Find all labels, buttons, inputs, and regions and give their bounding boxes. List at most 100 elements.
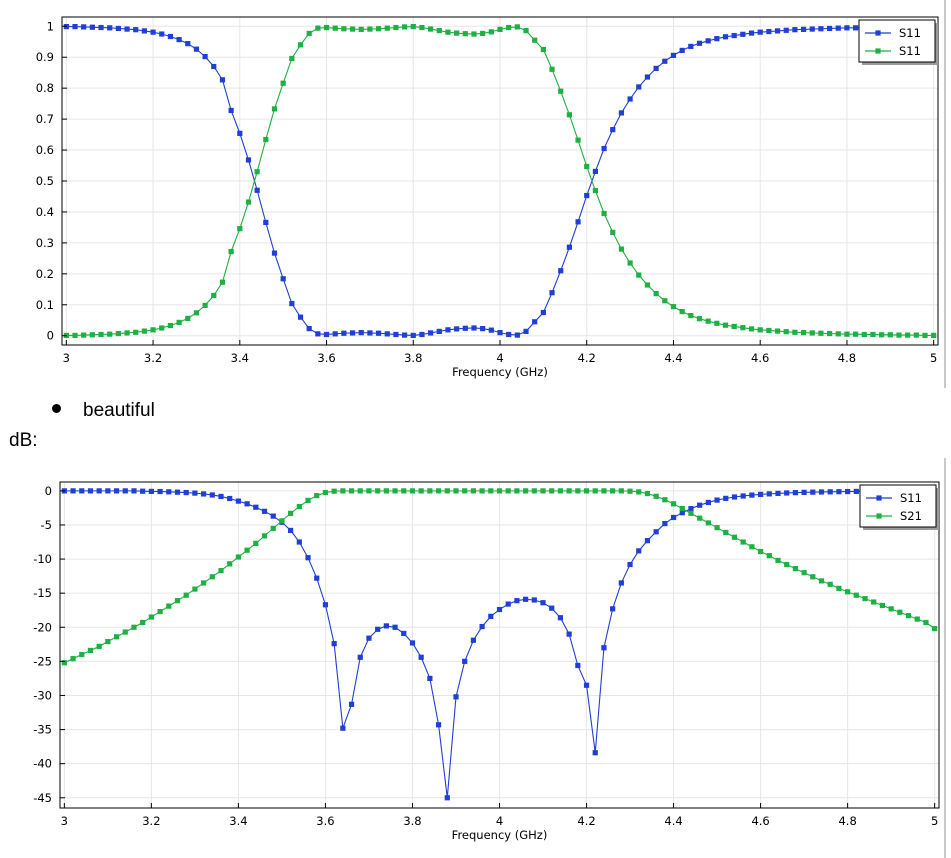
data-point xyxy=(176,36,182,43)
data-point xyxy=(315,25,321,31)
data-point xyxy=(818,26,824,32)
data-point xyxy=(558,268,564,274)
data-point xyxy=(932,626,938,632)
x-tick-label: 3 xyxy=(63,351,70,365)
data-point xyxy=(315,331,321,337)
data-point xyxy=(826,25,833,32)
data-point xyxy=(688,313,694,319)
y-tick-label: 0 xyxy=(47,329,54,343)
x-tick-label: 3 xyxy=(61,814,68,828)
data-point xyxy=(331,488,337,494)
data-point xyxy=(887,332,893,338)
x-tick-label: 3.8 xyxy=(403,814,421,828)
data-point xyxy=(305,555,311,561)
data-point xyxy=(366,488,372,494)
data-point xyxy=(366,635,372,641)
x-tick-label: 3.6 xyxy=(317,351,335,365)
bullet-item: beautiful xyxy=(52,400,155,422)
data-point xyxy=(79,651,85,658)
data-point xyxy=(202,302,208,308)
data-point xyxy=(124,26,130,32)
data-point xyxy=(792,566,798,572)
data-point xyxy=(270,525,276,531)
data-point xyxy=(141,28,147,34)
data-point xyxy=(783,329,789,335)
data-point xyxy=(540,309,546,316)
data-point xyxy=(853,331,859,337)
data-point xyxy=(219,279,226,285)
data-point xyxy=(297,42,304,48)
data-point xyxy=(470,488,476,494)
data-point xyxy=(428,26,434,32)
y-tick-label: -10 xyxy=(33,552,52,566)
data-point xyxy=(401,488,407,494)
data-point xyxy=(749,492,755,498)
data-point xyxy=(905,613,912,619)
data-point xyxy=(218,568,224,574)
data-point xyxy=(514,598,520,604)
data-point xyxy=(219,77,226,83)
data-point xyxy=(584,192,590,199)
data-point xyxy=(157,488,163,495)
y-tick-label: -15 xyxy=(33,586,52,600)
data-point xyxy=(766,28,772,35)
data-point xyxy=(644,282,651,288)
data-point xyxy=(714,497,720,503)
db-scale-chart: 3 3.2 3.4 3.6 3.8 4 4.2 4.4 4.6 4.8 5 0 -5 -10 -15 -20 -… xyxy=(33,481,940,842)
data-point xyxy=(905,332,911,338)
data-point xyxy=(722,34,729,40)
data-point xyxy=(592,488,598,494)
data-point xyxy=(697,515,703,521)
data-point xyxy=(322,602,329,608)
data-point xyxy=(105,638,111,645)
data-point xyxy=(124,330,130,336)
data-point xyxy=(644,538,651,544)
x-tick-label: 4.4 xyxy=(664,814,682,828)
x-tick-label: 5 xyxy=(931,814,938,828)
data-point xyxy=(610,229,616,235)
data-point xyxy=(757,327,763,333)
data-point xyxy=(558,88,564,94)
data-point xyxy=(740,539,746,545)
data-point xyxy=(714,320,720,326)
data-point xyxy=(714,525,720,531)
data-point xyxy=(349,26,356,32)
data-point xyxy=(601,488,607,494)
data-point xyxy=(245,157,252,163)
data-point xyxy=(488,327,494,333)
x-tick-label: 3.6 xyxy=(316,814,334,828)
data-point xyxy=(697,502,703,508)
data-point xyxy=(575,488,581,494)
data-point xyxy=(549,488,555,494)
data-point xyxy=(592,168,599,175)
data-point xyxy=(488,613,494,619)
data-point xyxy=(627,96,633,102)
legend-swatch-marker xyxy=(876,495,882,501)
data-point xyxy=(592,750,598,756)
data-point xyxy=(383,623,389,629)
data-point xyxy=(367,26,373,32)
data-point xyxy=(800,26,807,32)
data-point xyxy=(514,488,520,494)
data-point xyxy=(575,137,581,143)
data-point xyxy=(235,554,242,560)
data-point xyxy=(636,272,642,278)
data-point xyxy=(427,488,433,494)
data-point xyxy=(531,488,537,494)
data-point xyxy=(271,250,278,256)
data-point xyxy=(479,623,485,630)
data-point xyxy=(392,488,398,494)
data-point xyxy=(636,84,642,90)
data-point xyxy=(670,304,677,310)
data-point xyxy=(479,488,485,494)
data-point xyxy=(209,492,215,498)
data-point xyxy=(174,598,181,604)
data-point xyxy=(296,539,302,545)
data-point xyxy=(228,248,234,255)
data-point xyxy=(653,65,659,71)
data-point xyxy=(202,54,208,60)
data-point xyxy=(549,290,555,296)
data-point xyxy=(532,319,538,325)
data-point xyxy=(435,488,442,494)
data-point xyxy=(784,490,790,496)
